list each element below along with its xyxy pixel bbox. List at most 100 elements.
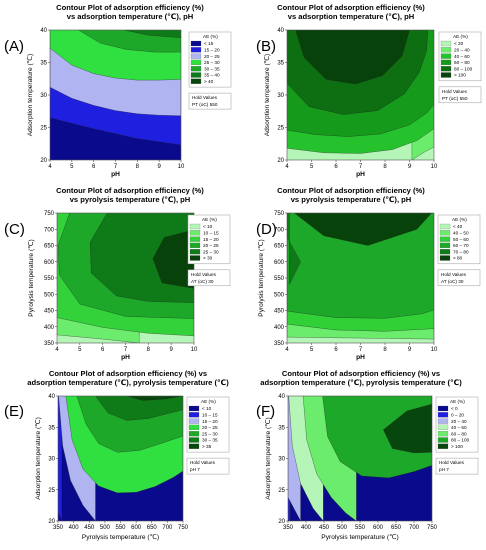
y-tick-label: 35	[40, 61, 47, 67]
contour-band	[287, 213, 434, 319]
legend-swatch	[190, 59, 202, 66]
y-tick-label: 450	[44, 309, 55, 315]
y-tick-label: 700	[44, 227, 55, 233]
legend-entry: 25 – 30	[202, 431, 218, 436]
y-tick-label: 35	[277, 61, 284, 67]
legend-title: AE (%)	[202, 217, 217, 222]
hold-values-title: Hold Values	[439, 460, 465, 465]
y-tick-label: 700	[274, 227, 285, 233]
y-axis-label: Adsorption temperature (℃)	[34, 417, 42, 500]
chart-title: vs adsorption temperature (℃), pH	[288, 12, 415, 21]
y-tick-label: 25	[40, 126, 47, 132]
x-tick-label: 5	[70, 164, 74, 170]
x-tick-label: 4	[285, 164, 289, 170]
x-tick-label: 6	[92, 164, 96, 170]
legend-swatch	[188, 405, 200, 412]
chart-title: vs pyrolysis temperature (℃), pH	[70, 195, 191, 204]
legend-entry: 20 – 40	[451, 419, 467, 424]
legend-entry: > 40	[204, 79, 214, 84]
legend-entry: 0 – 20	[451, 413, 464, 418]
y-tick-label: 30	[48, 457, 55, 463]
panel-2: (C) Contour Plot of adsorption efficiency…	[4, 186, 231, 361]
legend-entry: < 0	[451, 406, 458, 411]
legend-swatch	[189, 223, 201, 230]
panel-label: (E)	[4, 403, 24, 420]
legend-entry: < 20	[454, 41, 464, 46]
legend-swatch	[190, 78, 202, 84]
hold-values-entry: AT (oC) 30	[191, 279, 214, 284]
x-tick-label: 6	[334, 347, 338, 353]
legend-entry: 15 – 20	[204, 48, 220, 53]
legend-swatch	[439, 255, 451, 261]
legend-swatch	[189, 230, 201, 236]
hold-values-box	[438, 86, 482, 104]
x-tick-label: 750	[427, 525, 438, 531]
legend-title: AE (%)	[203, 34, 218, 39]
legend-entry: 60 – 70	[453, 243, 469, 248]
x-tick-label: 6	[334, 164, 338, 170]
y-tick-label: 550	[274, 276, 285, 282]
legend-entry: 20 – 25	[204, 54, 220, 59]
legend-swatch	[437, 437, 449, 443]
contour-band	[294, 213, 432, 246]
x-tick-label: 500	[100, 525, 111, 531]
hold-values-box	[435, 457, 479, 475]
x-tick-label: 9	[408, 164, 412, 170]
y-tick-label: 600	[44, 260, 55, 266]
legend-entry: < 10	[202, 406, 212, 411]
x-tick-label: 7	[359, 164, 363, 170]
contour-band	[126, 396, 183, 401]
plot-area	[287, 213, 434, 343]
y-axis-label: Pyrolysis temperature (℃)	[27, 239, 35, 316]
x-axis-label: pH	[121, 354, 130, 361]
hold-values-box	[188, 92, 232, 110]
contour-band	[152, 213, 194, 289]
legend-swatch	[437, 424, 449, 430]
legend-title: AE (%)	[452, 217, 467, 222]
chart-title: vs adsorption temperature (℃), pH	[67, 12, 194, 21]
legend-entry: 60 – 80	[454, 60, 470, 65]
x-axis-label: pH	[111, 171, 120, 178]
x-tick-label: 400	[69, 525, 80, 531]
panel-3: (D) Contour Plot of adsorption efficiency…	[256, 186, 481, 361]
panel-label: (F)	[256, 403, 275, 420]
hold-values-box	[186, 457, 230, 475]
y-axis-label: Adsorption temperature (℃)	[26, 54, 34, 137]
x-tick-label: 500	[337, 525, 348, 531]
hold-values-title: Hold Values	[441, 272, 467, 277]
y-tick-label: 600	[274, 260, 285, 266]
legend-swatch	[188, 431, 200, 437]
legend-entry: 15 – 20	[203, 237, 219, 242]
x-tick-label: 550	[115, 525, 126, 531]
x-tick-label: 450	[84, 525, 95, 531]
x-tick-label: 350	[283, 525, 294, 531]
legend-swatch	[439, 223, 451, 230]
legend-swatch	[437, 405, 449, 412]
y-tick-label: 400	[274, 325, 285, 331]
plot-area	[58, 396, 183, 521]
x-tick-label: 7	[124, 347, 128, 353]
x-tick-label: 10	[431, 164, 438, 170]
legend-entry: 40 – 50	[453, 231, 469, 236]
legend-swatch	[440, 59, 452, 66]
panel-label: (A)	[4, 38, 24, 55]
y-tick-label: 40	[40, 28, 47, 34]
y-tick-label: 35	[278, 425, 285, 431]
y-tick-label: 20	[40, 158, 47, 164]
x-tick-label: 4	[285, 347, 289, 353]
y-tick-label: 30	[277, 93, 284, 99]
legend-swatch	[188, 412, 200, 418]
legend-swatch	[440, 66, 452, 72]
legend-swatch	[440, 47, 452, 53]
plot-area	[50, 30, 181, 160]
y-tick-label: 550	[44, 276, 55, 282]
legend-entry: 35 – 40	[204, 73, 220, 78]
y-tick-label: 25	[277, 126, 284, 132]
y-tick-label: 750	[274, 211, 285, 217]
legend-entry: 50 – 60	[453, 237, 469, 242]
legend-swatch	[437, 443, 449, 449]
hold-values-entry: pH 7	[439, 467, 449, 472]
